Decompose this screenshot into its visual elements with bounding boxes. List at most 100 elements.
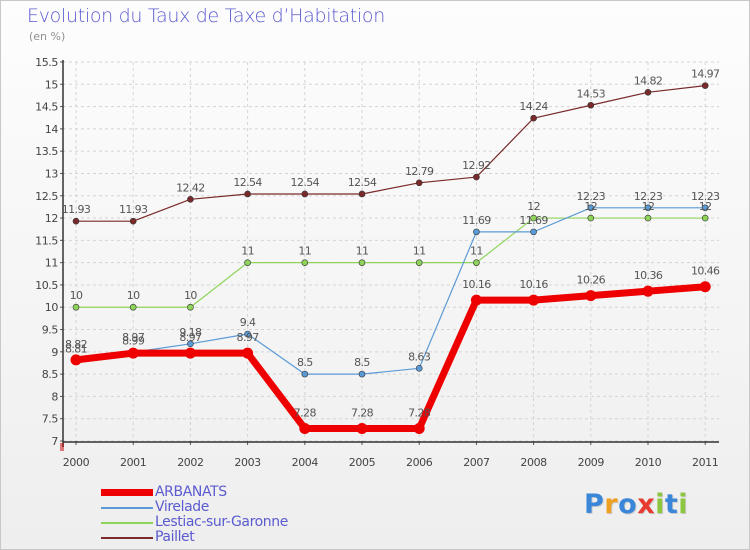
data-label-virelade: 9.18: [179, 326, 202, 339]
y-tick-label: 11: [45, 257, 58, 270]
y-tick-label: 9: [51, 346, 58, 359]
data-label-paillet: 14.82: [634, 74, 663, 87]
data-point-arbanats: [470, 294, 482, 306]
y-tick-label: 14.5: [35, 101, 58, 114]
data-label-lestiac-sur-garonne: 11: [241, 245, 254, 258]
logo-letter: i: [655, 489, 665, 520]
data-label-paillet: 12.92: [462, 159, 491, 172]
series-line-paillet: [75, 85, 706, 222]
data-point-virelade: [187, 340, 194, 348]
data-point-virelade: [701, 204, 709, 212]
data-label-arbanats: 8.97: [122, 331, 145, 344]
data-point-lestiac-sur-garonne: [415, 259, 423, 266]
y-tick-label: 7: [51, 435, 58, 448]
axis-layer: 7 7.5 8 8.5 9 9.5 10 10.5 11 11.5 12 12.5 13 13.5 14 14…: [35, 56, 719, 469]
chart-title: Evolution du Taux de Taxe d’Habitation: [27, 5, 385, 27]
x-tick-label: 2010: [635, 456, 662, 469]
x-tick-label: 2011: [692, 456, 718, 469]
data-point-virelade: [644, 204, 652, 212]
data-point-lestiac-sur-garonne: [301, 259, 309, 266]
series-line-virelade: [75, 207, 706, 375]
data-label-paillet: 12.42: [176, 181, 205, 194]
data-label-virelade: 12.23: [691, 190, 720, 203]
data-label-virelade: 11.69: [462, 214, 491, 227]
data-point-lestiac-sur-garonne: [530, 214, 537, 222]
data-label-lestiac-sur-garonne: 11: [356, 245, 369, 258]
data-point-arbanats: [699, 281, 711, 293]
logo-letter: P: [584, 489, 605, 520]
data-point-lestiac-sur-garonne: [187, 303, 194, 311]
legend-label: Paillet: [155, 529, 195, 545]
x-tick-label: 2009: [578, 456, 605, 469]
data-label-paillet: 12.54: [291, 176, 320, 189]
y-tick-label: 8: [51, 390, 58, 403]
x-tick-label: 2004: [292, 456, 319, 469]
data-label-lestiac-sur-garonne: 12: [642, 200, 655, 213]
y-tick-label: 15: [45, 78, 59, 91]
data-label-lestiac-sur-garonne: 10: [127, 289, 140, 302]
y-tick-label: 7.5: [42, 413, 59, 426]
series-line-lestiac-sur-garonne: [75, 217, 706, 308]
data-label-paillet: 12.54: [233, 176, 262, 189]
series-layer: [70, 82, 711, 435]
y-tick-label: 8.5: [42, 368, 59, 381]
data-label-arbanats: 10.36: [634, 269, 663, 282]
series-line-arbanats: [72, 283, 709, 433]
data-label-paillet: 12.79: [405, 165, 434, 178]
legend-swatch: [101, 489, 153, 496]
data-point-virelade: [530, 228, 537, 236]
y-tick-label: 13.5: [35, 145, 58, 158]
data-point-arbanats: [356, 423, 368, 435]
data-point-arbanats: [242, 347, 254, 359]
data-point-paillet: [701, 82, 709, 89]
legend-item: Virelade: [101, 500, 288, 515]
data-point-arbanats: [299, 423, 311, 435]
legend-label: ARBANATS: [155, 484, 227, 500]
data-point-paillet: [244, 190, 251, 198]
data-point-lestiac-sur-garonne: [244, 259, 251, 266]
legend-label: Virelade: [155, 499, 209, 515]
data-label-arbanats: 7.28: [408, 407, 431, 420]
data-point-lestiac-sur-garonne: [473, 259, 480, 266]
data-point-virelade: [587, 204, 595, 212]
data-point-paillet: [301, 190, 309, 198]
data-point-paillet: [415, 179, 423, 187]
data-label-paillet: 14.53: [577, 87, 606, 100]
x-tick-label: 2003: [234, 456, 261, 469]
data-point-arbanats: [127, 347, 139, 359]
data-point-lestiac-sur-garonne: [644, 214, 652, 222]
data-point-virelade: [244, 330, 251, 338]
data-label-paillet: 12.54: [348, 176, 377, 189]
data-point-virelade: [415, 365, 423, 372]
x-tick-label: 2001: [120, 456, 146, 469]
data-point-paillet: [129, 217, 137, 225]
data-label-arbanats: 10.26: [577, 274, 606, 287]
legend-item: ARBANATS: [101, 485, 288, 500]
data-point-paillet: [530, 114, 537, 122]
data-point-paillet: [187, 196, 194, 203]
y-tick-label: 9.5: [42, 324, 59, 337]
data-label-paillet: 14.24: [519, 100, 548, 113]
data-label-arbanats: 8.82: [65, 338, 87, 351]
data-point-arbanats: [528, 294, 540, 306]
data-point-paillet: [72, 217, 80, 225]
y-tick-label: 11.5: [35, 234, 58, 247]
y-tick-label: 12.5: [35, 190, 58, 203]
grid-layer: [63, 61, 719, 442]
y-tick-label: 10: [45, 301, 59, 314]
data-point-virelade: [301, 370, 309, 378]
data-label-paillet: 11.93: [62, 203, 91, 216]
legend-swatch: [101, 506, 153, 509]
data-label-paillet: 11.93: [119, 203, 148, 216]
legend: ARBANATS Virelade Lestiac-sur-Garonne Paill…: [101, 485, 288, 545]
data-label-virelade: 12.23: [634, 190, 663, 203]
logo-letter: r: [604, 489, 619, 520]
data-label-lestiac-sur-garonne: 11: [413, 245, 426, 258]
chart-subtitle: (en %): [29, 30, 66, 43]
data-label-arbanats: 8.97: [237, 331, 260, 344]
data-label-virelade: 8.63: [408, 350, 431, 363]
data-label-lestiac-sur-garonne: 12: [527, 200, 540, 213]
data-point-lestiac-sur-garonne: [129, 303, 137, 311]
data-label-lestiac-sur-garonne: 10: [184, 289, 197, 302]
legend-swatch: [101, 521, 153, 524]
